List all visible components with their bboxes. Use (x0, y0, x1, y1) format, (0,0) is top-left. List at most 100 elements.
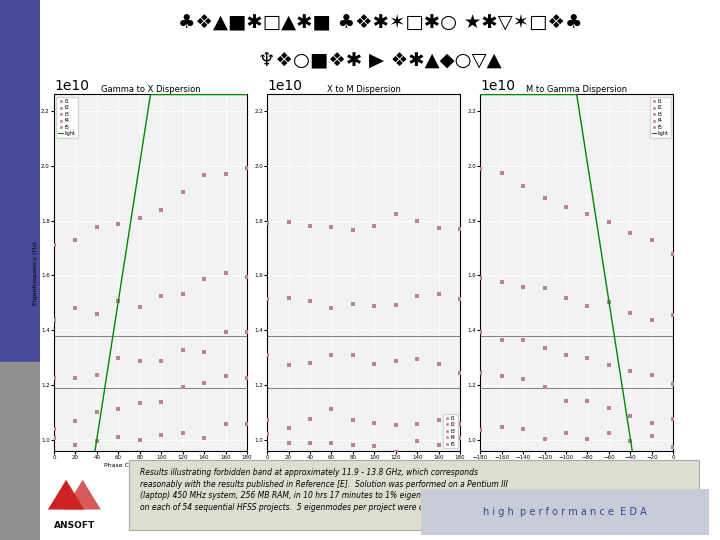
Point (390, 357, 402, 366)
Point (496, 335, 508, 344)
Point (325, 351, 337, 360)
Point (241, 164, 253, 172)
Point (156, 397, 167, 406)
Point (134, 436, 145, 444)
Point (539, 383, 550, 391)
Point (560, 203, 572, 212)
Point (474, 328, 486, 336)
Point (198, 379, 210, 387)
Point (433, 415, 444, 424)
Point (582, 210, 593, 218)
Point (91, 310, 103, 319)
Point (112, 354, 124, 363)
Point (283, 424, 294, 433)
Point (177, 383, 189, 391)
Point (112, 404, 124, 413)
Point (582, 397, 593, 406)
Point (603, 361, 615, 369)
Text: ANSOFT: ANSOFT (54, 521, 95, 530)
Point (48, 374, 60, 383)
Point (198, 434, 210, 442)
Point (603, 298, 615, 307)
Point (560, 428, 572, 437)
Point (220, 170, 231, 178)
Point (305, 414, 316, 423)
Legend: f1, f2, f3, f4, f5, light: f1, f2, f3, f4, f5, light (56, 97, 78, 138)
Point (411, 292, 423, 300)
Point (582, 353, 593, 362)
Point (496, 422, 508, 431)
FancyBboxPatch shape (407, 487, 720, 537)
Point (390, 300, 402, 309)
Point (667, 415, 679, 423)
Point (667, 380, 679, 388)
Point (70, 374, 81, 383)
Bar (0, 0, 40, 362)
Point (603, 218, 615, 226)
Point (646, 236, 657, 245)
Point (496, 372, 508, 381)
Point (283, 218, 294, 227)
Point (603, 403, 615, 412)
Point (48, 424, 60, 433)
Text: ♆❖○■❖✱ ▶ ❖✱▲◆○▽▲: ♆❖○■❖✱ ▶ ❖✱▲◆○▽▲ (258, 52, 502, 71)
Point (518, 335, 529, 344)
Point (70, 416, 81, 425)
Point (433, 224, 444, 232)
Point (347, 300, 359, 308)
Point (305, 358, 316, 367)
Point (325, 438, 337, 447)
Point (369, 418, 380, 427)
Point (369, 222, 380, 231)
X-axis label: Phase Change Between Walls: Phase Change Between Walls (318, 463, 410, 468)
Point (220, 372, 231, 381)
Point (518, 282, 529, 291)
Point (518, 424, 529, 433)
Point (241, 273, 253, 281)
Point (134, 214, 145, 223)
Point (305, 439, 316, 448)
Legend: f1, f2, f3, f4, f5, light: f1, f2, f3, f4, f5, light (649, 97, 671, 138)
Y-axis label: Eigenfrequency (Hz): Eigenfrequency (Hz) (33, 241, 38, 305)
FancyBboxPatch shape (129, 461, 699, 530)
Point (624, 411, 636, 420)
Point (220, 268, 231, 277)
Point (433, 440, 444, 449)
Point (560, 294, 572, 302)
Text: ♣❖▲■✱□▲✱■ ♣❖✱✶□✱○ ★✱▽✶□❖♣: ♣❖▲■✱□▲✱■ ♣❖✱✶□✱○ ★✱▽✶□❖♣ (178, 12, 582, 31)
Point (646, 432, 657, 441)
Point (91, 223, 103, 232)
Point (156, 356, 167, 365)
Point (624, 436, 636, 445)
Point (134, 399, 145, 407)
Point (177, 428, 189, 437)
Point (347, 226, 359, 234)
Point (134, 356, 145, 365)
Point (411, 420, 423, 428)
Point (48, 315, 60, 324)
Polygon shape (48, 480, 84, 510)
Point (325, 303, 337, 312)
Point (646, 371, 657, 380)
Point (283, 360, 294, 369)
Point (454, 420, 466, 429)
Point (369, 302, 380, 310)
Point (646, 316, 657, 325)
Text: h i g h  p e r f o r m a n c e  E D A: h i g h p e r f o r m a n c e E D A (483, 507, 647, 517)
Point (539, 434, 550, 443)
Point (241, 373, 253, 382)
Point (474, 426, 486, 434)
Point (91, 370, 103, 379)
Point (518, 182, 529, 191)
Point (325, 222, 337, 231)
Point (220, 420, 231, 429)
Point (411, 355, 423, 363)
Point (411, 437, 423, 445)
Point (667, 443, 679, 451)
Point (496, 168, 508, 177)
Bar (0, 362, 40, 540)
Point (198, 274, 210, 283)
Legend: f1, f2, f3, f4, f5: f1, f2, f3, f4, f5 (443, 414, 458, 448)
Point (347, 441, 359, 449)
Point (70, 235, 81, 244)
